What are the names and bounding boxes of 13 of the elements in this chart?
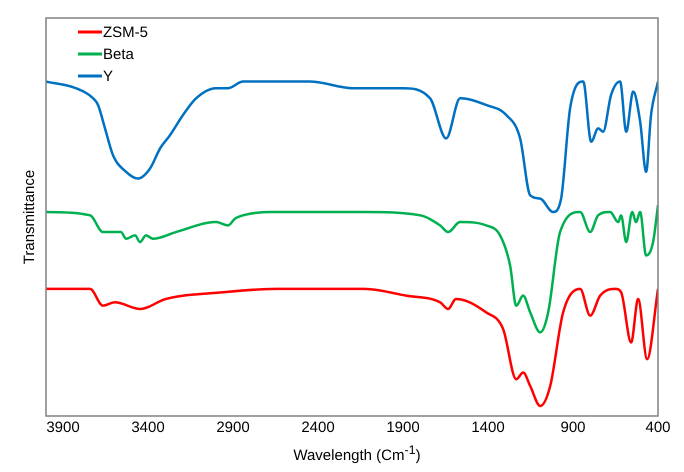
legend-label: ZSM-5 (103, 24, 148, 42)
x-tick-label: 3900 (46, 419, 80, 436)
x-tick-label: 2900 (216, 419, 250, 436)
x-tick-label: 1900 (386, 419, 420, 436)
x-tick-label: 3400 (131, 419, 165, 436)
legend-label: Y (103, 68, 114, 86)
x-tick-label: 1400 (471, 419, 505, 436)
x-axis-title: Wavelength (Cm$^{-1}$) (292, 442, 422, 466)
x-tick-label: 400 (645, 419, 671, 436)
y-axis-title: Transmittance (21, 170, 38, 264)
x-tick-label: 900 (560, 419, 586, 436)
legend-label: Beta (103, 46, 135, 64)
x-tick-label: 2400 (301, 419, 335, 436)
